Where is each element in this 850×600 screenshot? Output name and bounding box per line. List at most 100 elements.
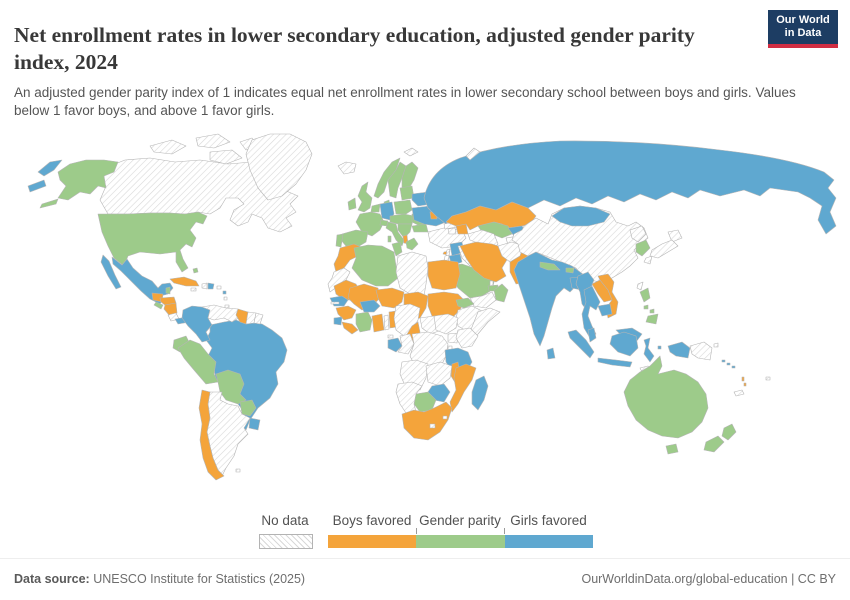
country-bhutan[interactable] [565, 267, 575, 274]
country-india[interactable] [513, 251, 593, 347]
country-japan[interactable] [649, 239, 679, 259]
country-indonesia[interactable] [657, 345, 662, 350]
country-new-zealand[interactable] [703, 435, 725, 453]
country-sierra-leone[interactable] [333, 316, 343, 326]
country-sri-lanka[interactable] [546, 347, 556, 360]
country-bahamas[interactable] [192, 267, 199, 274]
country-new-caledonia[interactable] [733, 389, 745, 397]
country-equatorial-guinea[interactable] [387, 334, 394, 339]
country-cambodia[interactable] [597, 303, 613, 317]
country-lesotho[interactable] [429, 423, 436, 429]
country-iceland[interactable] [337, 161, 357, 175]
country-ireland[interactable] [347, 197, 357, 211]
country-united-states[interactable] [57, 159, 119, 201]
country-bolivia[interactable] [215, 369, 247, 405]
country-indonesia[interactable] [643, 337, 655, 363]
country-canada[interactable] [195, 133, 231, 149]
country-indonesia[interactable] [567, 329, 595, 359]
country-vietnam[interactable] [597, 273, 619, 319]
country-dominican-republic[interactable] [207, 282, 215, 290]
country-japan[interactable] [667, 229, 683, 243]
country-russia[interactable] [423, 140, 837, 235]
country-papua-new-guinea[interactable] [713, 342, 719, 348]
country-el-salvador[interactable] [153, 301, 164, 310]
country-malaysia[interactable] [587, 327, 597, 343]
country-philippines[interactable] [639, 287, 651, 303]
country-indonesia[interactable] [609, 331, 639, 357]
country-russia[interactable] [27, 179, 47, 193]
country-solomon-islands[interactable] [726, 362, 731, 366]
country-solomon-islands[interactable] [731, 365, 736, 369]
country-italy[interactable] [385, 221, 405, 247]
country-france[interactable] [355, 211, 385, 237]
country-south-sudan[interactable] [433, 313, 459, 335]
country-greece[interactable] [405, 237, 419, 251]
country-ivory-coast[interactable] [355, 311, 373, 333]
country-niger[interactable] [375, 287, 405, 309]
country-jamaica[interactable] [190, 287, 197, 292]
country-falkland-islands[interactable] [235, 468, 241, 473]
country-guinea[interactable] [335, 305, 357, 321]
country-thailand[interactable] [581, 285, 601, 339]
country-fiji[interactable] [765, 376, 771, 381]
country-gambia[interactable] [330, 301, 340, 305]
owid-link[interactable]: OurWorldinData.org/global-education | CC… [581, 572, 836, 586]
country-north-korea[interactable] [629, 225, 647, 243]
country-philippines[interactable] [645, 313, 659, 325]
country-canada[interactable] [209, 149, 243, 165]
country-australia[interactable] [665, 443, 679, 455]
country-peru[interactable] [177, 339, 219, 385]
country-indonesia[interactable] [667, 341, 691, 359]
country-novaya-zemlya[interactable] [465, 147, 481, 161]
country-uruguay[interactable] [248, 417, 261, 431]
country-togo[interactable] [383, 314, 390, 331]
country-vanuatu[interactable] [743, 382, 747, 387]
country-congo[interactable] [397, 333, 415, 355]
country-kenya[interactable] [455, 327, 479, 349]
country-namibia[interactable] [395, 381, 423, 417]
legend-no-data-swatch[interactable] [259, 534, 313, 549]
country-mexico[interactable] [111, 256, 174, 305]
country-russia[interactable] [37, 159, 63, 177]
country-chile[interactable] [198, 389, 225, 481]
country-cuba[interactable] [169, 276, 200, 287]
country-venezuela[interactable] [201, 304, 241, 323]
country-eswatini[interactable] [442, 415, 448, 420]
country-lesser-antilles[interactable] [223, 296, 228, 301]
country-madagascar[interactable] [471, 375, 489, 411]
country-armenia[interactable] [447, 227, 457, 235]
country-poland[interactable] [393, 199, 413, 215]
country-zambia[interactable] [425, 361, 453, 387]
country-liberia[interactable] [341, 321, 359, 335]
country-united-states[interactable] [39, 198, 59, 209]
country-japan[interactable] [643, 255, 653, 265]
country-canada[interactable] [149, 139, 187, 155]
country-australia[interactable] [623, 355, 709, 439]
country-mongolia[interactable] [551, 205, 611, 227]
country-papua-new-guinea[interactable] [689, 341, 713, 361]
country-philippines[interactable] [643, 304, 649, 310]
legend-swatch-boys-favored[interactable] [328, 535, 417, 548]
country-indonesia[interactable] [597, 357, 633, 368]
country-central-europe[interactable] [389, 213, 415, 225]
country-guadeloupe[interactable] [222, 290, 227, 295]
country-gabon[interactable] [387, 337, 403, 353]
country-mexico[interactable] [100, 254, 122, 290]
country-sudan[interactable] [427, 291, 465, 321]
country-greenland[interactable] [245, 133, 313, 201]
country-oman[interactable] [493, 283, 509, 303]
country-south-africa[interactable] [401, 401, 453, 441]
country-somalia[interactable] [469, 307, 501, 343]
owid-logo[interactable]: Our World in Data [768, 10, 838, 48]
country-paraguay[interactable] [239, 399, 257, 417]
country-libya[interactable] [395, 251, 429, 297]
country-uganda[interactable] [447, 332, 459, 344]
country-belize[interactable] [165, 286, 171, 295]
country-vanuatu[interactable] [741, 376, 745, 382]
country-french-guiana[interactable] [253, 312, 264, 325]
country-new-zealand[interactable] [721, 423, 737, 441]
country-guyana[interactable] [235, 308, 249, 325]
country-south-korea[interactable] [635, 239, 651, 257]
country-algeria[interactable] [351, 244, 399, 287]
country-norway[interactable] [373, 157, 401, 199]
